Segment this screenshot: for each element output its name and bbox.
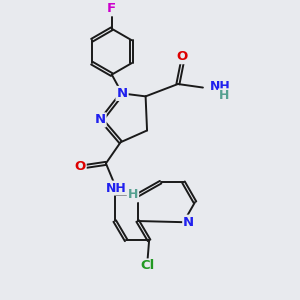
Text: O: O [177,50,188,63]
Text: H: H [128,188,138,201]
Text: NH: NH [106,182,127,195]
Text: N: N [183,216,194,229]
Text: NH: NH [209,80,230,94]
Text: N: N [94,113,106,126]
Text: H: H [219,89,229,102]
Text: F: F [107,2,116,15]
Text: Cl: Cl [140,260,155,272]
Text: N: N [116,87,128,100]
Text: O: O [74,160,86,173]
